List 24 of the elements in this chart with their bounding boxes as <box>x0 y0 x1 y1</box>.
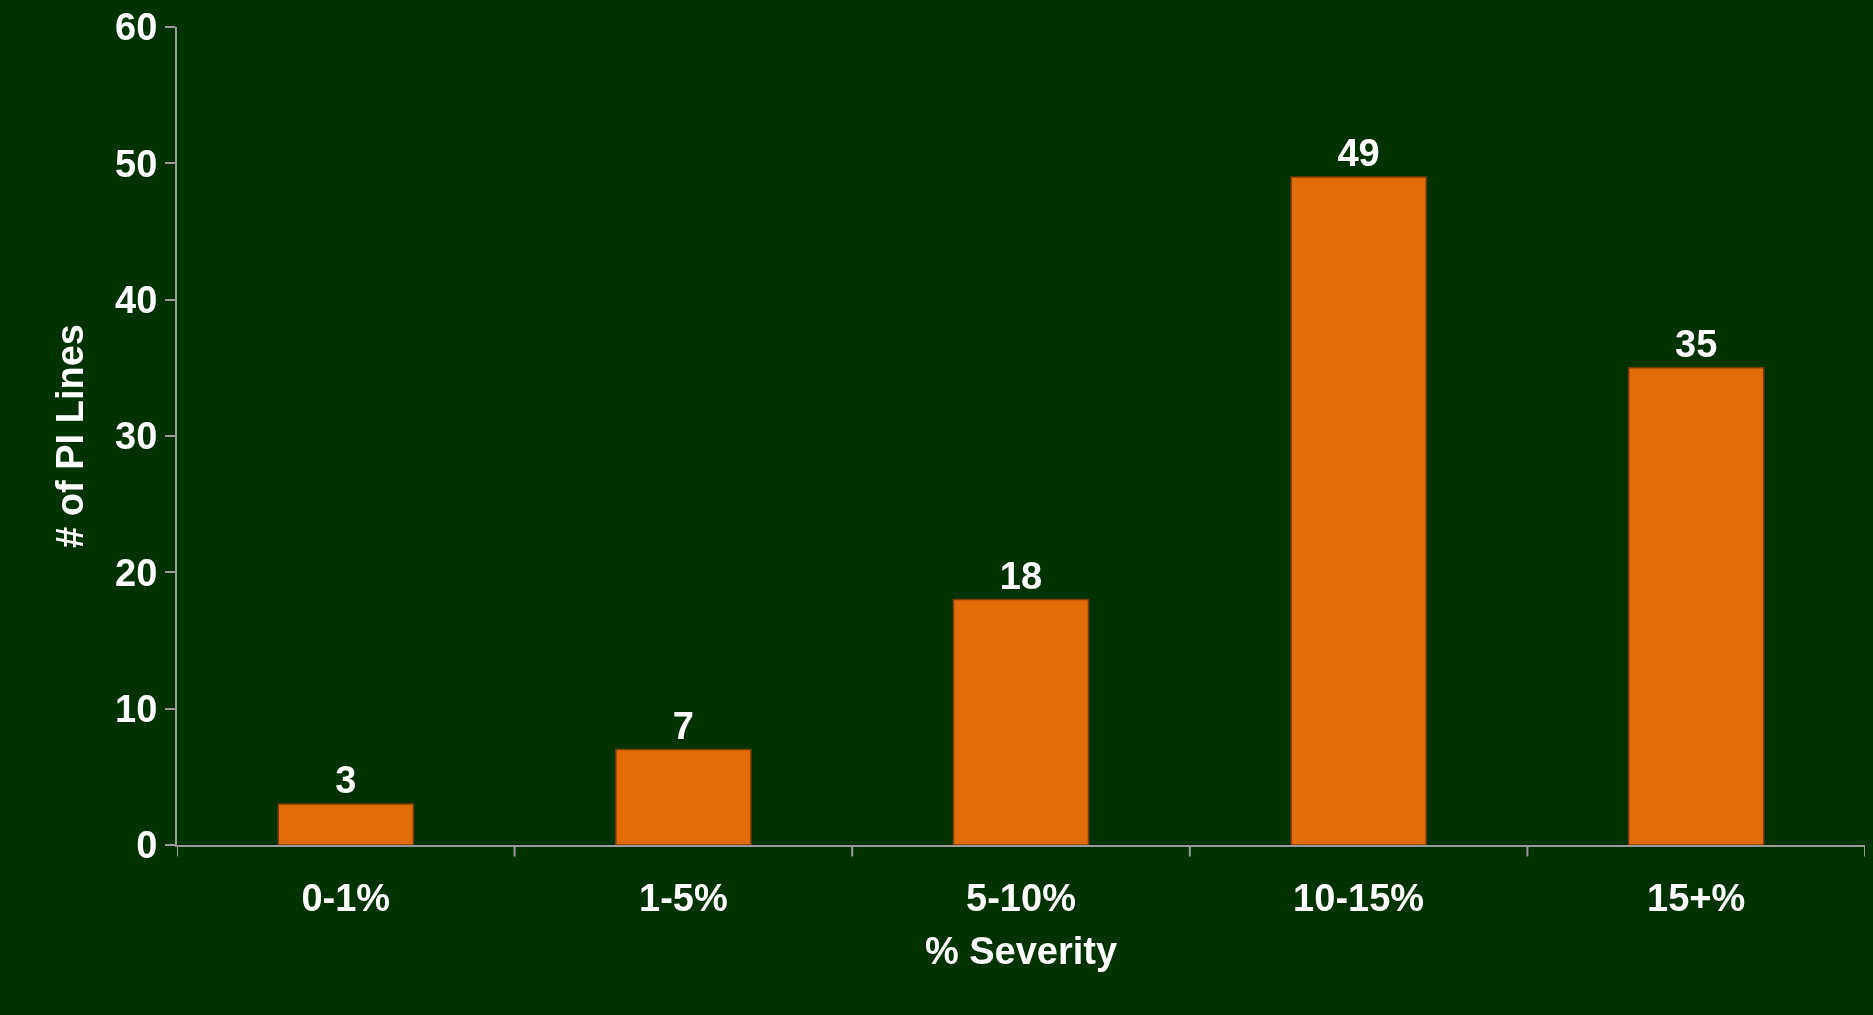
data-label: 35 <box>1675 322 1718 365</box>
y-tick-label: 50 <box>115 142 158 185</box>
data-label: 18 <box>999 554 1043 597</box>
x-tick-label: 10-15% <box>1293 876 1425 919</box>
bar <box>952 598 1090 845</box>
bar <box>277 803 415 845</box>
x-tick-label: 0-1% <box>301 876 391 919</box>
y-tick-label: 20 <box>115 551 158 594</box>
y-axis-title: # of PI Lines <box>48 324 91 548</box>
y-tick-label: 60 <box>115 6 158 49</box>
y-tick-label: 10 <box>115 687 158 730</box>
bar <box>615 748 752 845</box>
x-tick-label: 5-10% <box>966 876 1076 919</box>
x-tick-label: 15+% <box>1647 876 1746 919</box>
data-label: 3 <box>335 759 357 802</box>
y-tick-label: 40 <box>115 278 158 321</box>
y-tick-label: 30 <box>115 415 158 458</box>
data-label: 49 <box>1337 131 1380 174</box>
data-label: 7 <box>672 704 694 747</box>
bar <box>1627 367 1765 845</box>
bar <box>1290 176 1427 845</box>
x-tick-label: 1-5% <box>639 876 728 919</box>
x-axis-title: % Severity <box>924 930 1118 973</box>
y-tick-label: 0 <box>136 824 158 867</box>
